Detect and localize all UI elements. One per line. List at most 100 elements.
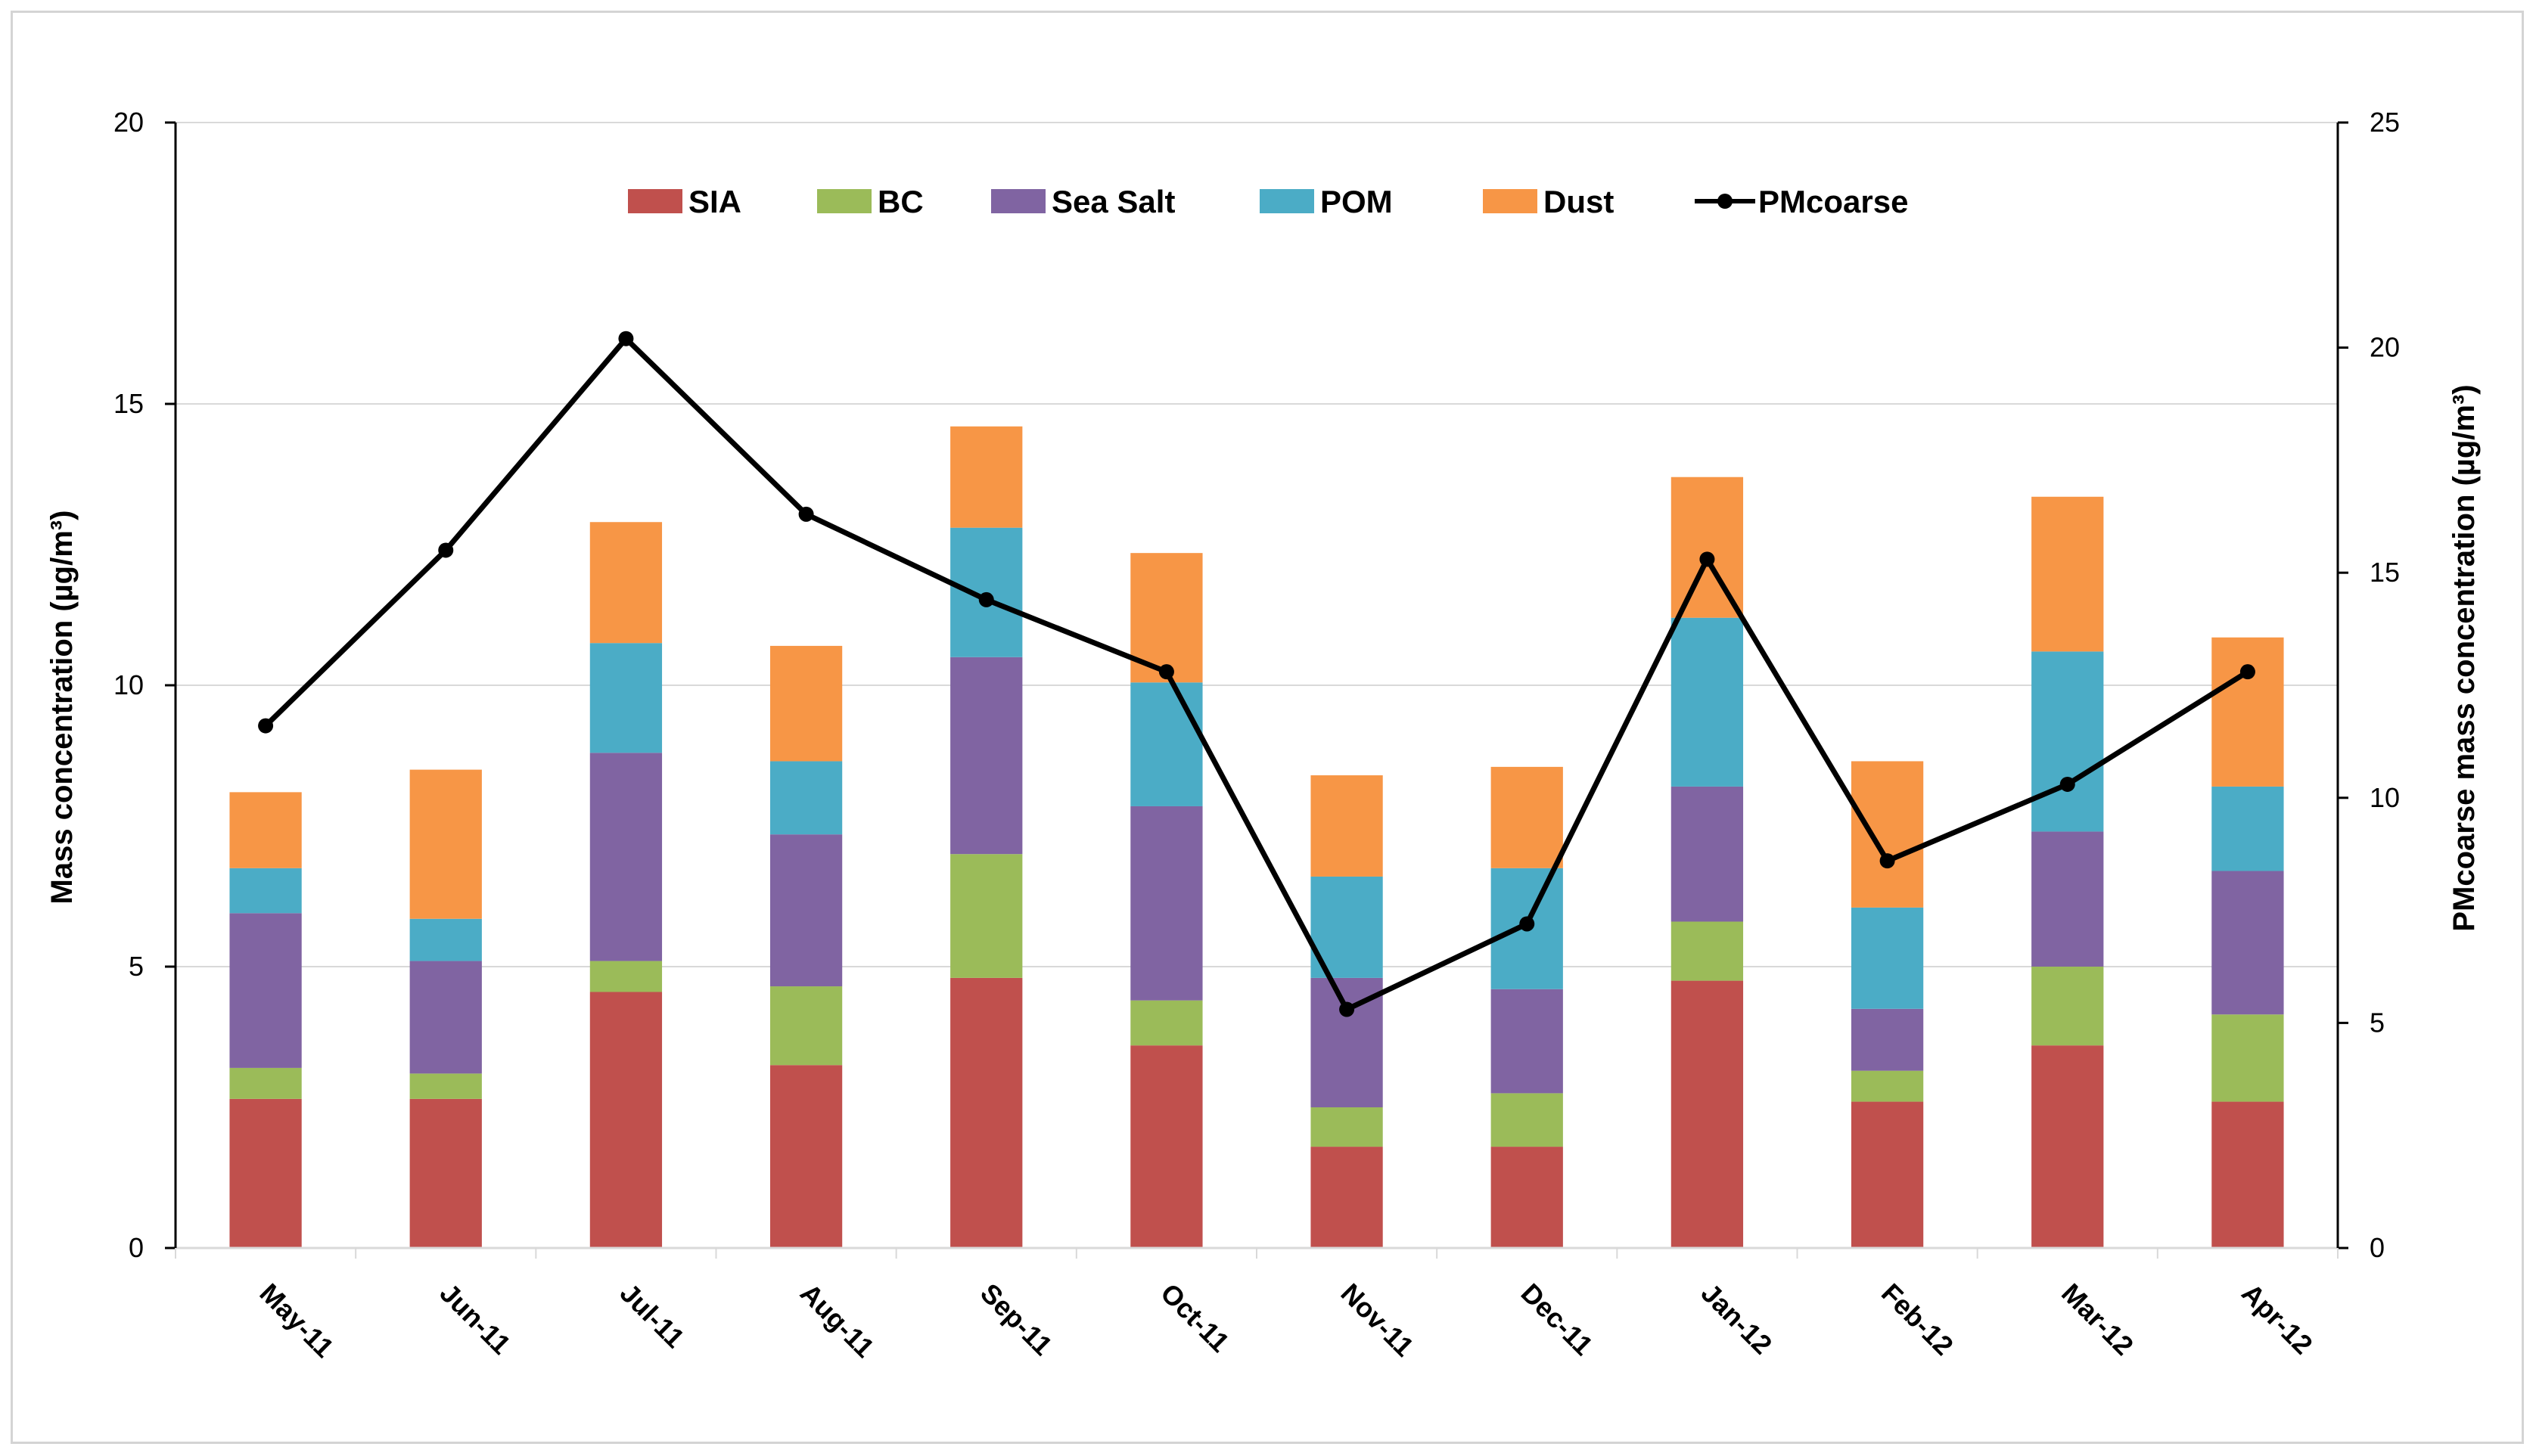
bar-sia-jul-11 (589, 992, 663, 1248)
legend-label-sia: SIA (688, 184, 741, 219)
pmcoarse-point-jun-11 (438, 542, 454, 558)
x-tick-label: Oct-11 (1155, 1277, 1235, 1358)
pmcoarse-point-feb-12 (1879, 853, 1895, 869)
y-tick-label: 5 (129, 951, 144, 982)
y-tick-label: 20 (113, 107, 144, 138)
bar-sea-salt-apr-12 (2211, 871, 2284, 1015)
legend-swatch-sea-salt (991, 189, 1046, 213)
bar-dust-mar-12 (2031, 496, 2104, 652)
pmcoarse-point-aug-11 (798, 506, 814, 522)
pmcoarse-point-mar-12 (2059, 776, 2075, 792)
bar-sia-nov-11 (1310, 1147, 1383, 1248)
y2-tick-label: 20 (2370, 332, 2400, 363)
bar-bc-may-11 (229, 1067, 302, 1099)
pmcoarse-point-jul-11 (618, 331, 634, 346)
pmcoarse-line-path (263, 336, 2249, 1013)
bar-pom-jan-12 (1670, 617, 1744, 787)
bar-bc-jul-11 (589, 961, 663, 992)
x-tick-label: Mar-12 (2056, 1277, 2140, 1361)
y2-axis-title: PMcoarse mass concentration (µg/m³) (2447, 384, 2481, 931)
pmcoarse-point-apr-12 (2239, 664, 2255, 680)
bar-sea-salt-may-11 (229, 913, 302, 1068)
legend-marker-pmcoarse (1717, 194, 1733, 209)
bar-bc-feb-12 (1851, 1070, 1924, 1102)
bar-bc-sep-11 (950, 854, 1023, 978)
bar-pom-jun-11 (409, 918, 482, 961)
legend-swatch-pom (1260, 189, 1314, 213)
bar-sia-apr-12 (2211, 1101, 2284, 1248)
y-axis-title: Mass concentration (µg/m³) (45, 511, 79, 905)
y2-tick-label: 25 (2370, 107, 2400, 138)
pmcoarse-point-dec-11 (1519, 916, 1535, 932)
x-tick-label: Jun-11 (434, 1277, 517, 1361)
bar-dust-feb-12 (1851, 761, 1924, 908)
bar-sia-oct-11 (1130, 1045, 1203, 1248)
bar-dust-jul-11 (589, 522, 663, 644)
bar-sia-jan-12 (1670, 980, 1744, 1248)
bar-dust-may-11 (229, 792, 302, 868)
bar-pom-apr-12 (2211, 786, 2284, 871)
bar-dust-jun-11 (409, 769, 482, 919)
bar-pom-may-11 (229, 868, 302, 914)
bar-dust-dec-11 (1490, 766, 1563, 868)
bars (229, 426, 2284, 1248)
x-tick-label: Jan-12 (1695, 1277, 1779, 1361)
legend-swatch-bc (817, 189, 872, 213)
bar-bc-jun-11 (409, 1073, 482, 1099)
bar-dust-apr-12 (2211, 637, 2284, 787)
y-tick-label: 10 (113, 669, 144, 700)
y2-tick-label: 10 (2370, 782, 2400, 813)
legend-label-pmcoarse: PMcoarse (1758, 184, 1908, 219)
y2-tick-label: 0 (2370, 1232, 2385, 1263)
bar-bc-dec-11 (1490, 1093, 1563, 1147)
x-tick-label: Sep-11 (974, 1277, 1058, 1361)
y-tick-label: 15 (113, 388, 144, 419)
gridlines (176, 122, 2338, 967)
bar-sia-may-11 (229, 1098, 302, 1248)
pmcoarse-point-sep-11 (978, 591, 994, 607)
x-tick-label: Feb-12 (1876, 1277, 1959, 1361)
bar-sea-salt-jun-11 (409, 961, 482, 1074)
bar-sia-sep-11 (950, 977, 1023, 1248)
axes (165, 121, 2348, 1259)
bar-bc-oct-11 (1130, 1000, 1203, 1046)
x-tick-label: Aug-11 (794, 1277, 881, 1364)
bar-bc-jan-12 (1670, 921, 1744, 981)
bar-pom-jul-11 (589, 643, 663, 753)
bar-pom-oct-11 (1130, 682, 1203, 806)
pmcoarse-point-nov-11 (1339, 1001, 1355, 1017)
bar-sia-feb-12 (1851, 1101, 1924, 1248)
bar-sia-jun-11 (409, 1098, 482, 1248)
legend-label-sea-salt: Sea Salt (1052, 184, 1175, 219)
legend-label-dust: Dust (1543, 184, 1614, 219)
bar-pom-feb-12 (1851, 907, 1924, 1009)
bar-dust-nov-11 (1310, 775, 1383, 877)
x-tick-label: Nov-11 (1335, 1277, 1419, 1362)
x-tick-label: May-11 (253, 1277, 340, 1364)
bar-bc-mar-12 (2031, 967, 2104, 1046)
pmcoarse-point-may-11 (258, 718, 274, 734)
bar-sea-salt-sep-11 (950, 657, 1023, 855)
bar-bc-apr-12 (2211, 1014, 2284, 1102)
y-tick-label: 0 (129, 1232, 144, 1263)
pmcoarse-point-jan-12 (1699, 551, 1715, 567)
bar-sea-salt-oct-11 (1130, 806, 1203, 1001)
bar-sia-mar-12 (2031, 1045, 2104, 1248)
legend-label-bc: BC (878, 184, 924, 219)
pmcoarse-line (258, 331, 2255, 1017)
legend-label-pom: POM (1320, 184, 1393, 219)
x-tick-label: Jul-11 (614, 1277, 691, 1354)
pmcoarse-point-oct-11 (1158, 664, 1174, 680)
bar-pom-aug-11 (769, 761, 843, 835)
x-tick-label: Dec-11 (1515, 1277, 1599, 1361)
bar-sia-dec-11 (1490, 1147, 1563, 1248)
bar-dust-sep-11 (950, 426, 1023, 528)
legend-swatch-sia (628, 189, 682, 213)
bar-sea-salt-jan-12 (1670, 786, 1744, 922)
y2-tick-label: 5 (2370, 1007, 2385, 1038)
bar-dust-aug-11 (769, 645, 843, 762)
bar-sea-salt-mar-12 (2031, 831, 2104, 967)
bar-pom-mar-12 (2031, 651, 2104, 832)
bar-bc-aug-11 (769, 986, 843, 1066)
